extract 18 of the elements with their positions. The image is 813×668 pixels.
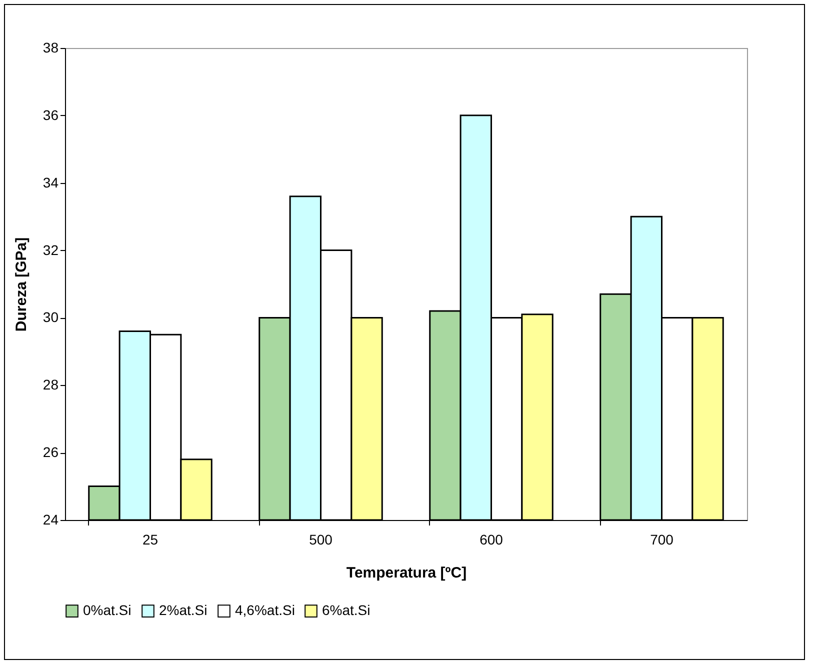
y-tick-label: 36: [42, 106, 59, 123]
y-tick-label: 28: [42, 376, 59, 393]
y-tick-label: 32: [42, 242, 59, 258]
y-tick-label: 24: [42, 512, 59, 528]
x-tick-label: 600: [480, 532, 504, 548]
x-axis-title: Temperatura [ºC]: [346, 564, 467, 582]
legend-label: 2%at.Si: [159, 602, 208, 618]
y-tick-label: 38: [42, 40, 59, 56]
y-tick-label: 26: [42, 444, 59, 460]
y-tick-label: 34: [42, 174, 59, 190]
x-tick-label: 700: [650, 532, 674, 548]
legend-label: 6%at.Si: [322, 602, 370, 618]
legend-label: 4,6%at.Si: [235, 602, 295, 618]
legend-label: 0%at.Si: [83, 602, 132, 618]
x-tick-label: 500: [309, 532, 333, 548]
y-axis-title: Dureza [GPa]: [12, 237, 30, 332]
y-tick-label: 30: [42, 309, 59, 326]
x-tick-label: 25: [142, 532, 158, 548]
